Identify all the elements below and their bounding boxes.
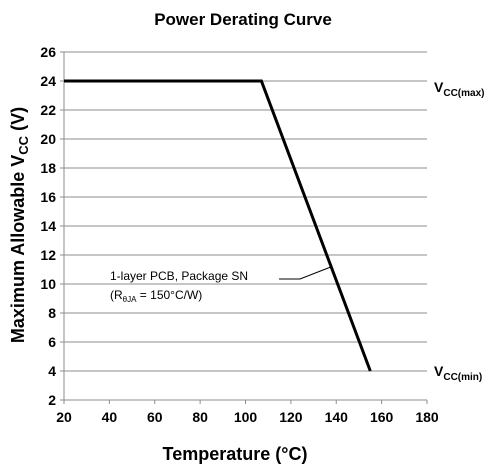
annotation-pcb-line1: 1-layer PCB, Package SN (110, 269, 248, 283)
x-tick-label-40: 40 (102, 409, 118, 425)
annotation-pcb-value: = 150°C/W) (136, 288, 202, 302)
series-layer (64, 79, 372, 372)
y-axis-label-sub: CC (16, 135, 31, 154)
vcc-max-main: V (434, 79, 444, 95)
annotation-pointer (279, 266, 332, 280)
x-tick-label-140: 140 (325, 409, 349, 425)
y-tick-label-10: 10 (40, 276, 56, 292)
x-tick-label-80: 80 (192, 409, 208, 425)
chart-title: Power Derating Curve (154, 10, 332, 29)
vcc-min-sub: CC(min) (443, 372, 482, 383)
axes (60, 51, 428, 404)
x-axis-label: Temperature (°C) (163, 444, 308, 464)
y-tick-label-22: 22 (40, 102, 56, 118)
annotation-pcb-sub: θJA (123, 295, 137, 304)
vcc-max-label: VCC(max) (434, 79, 484, 99)
annotation-pcb-r: (R (110, 288, 123, 302)
y-tick-label-2: 2 (48, 392, 56, 408)
x-tick-label-60: 60 (147, 409, 163, 425)
y-tick-label-20: 20 (40, 131, 56, 147)
x-tick-label-100: 100 (234, 409, 258, 425)
y-tick-label-16: 16 (40, 189, 56, 205)
y-tick-label-6: 6 (48, 334, 56, 350)
series-line-0 (64, 79, 372, 372)
annotation-pcb-line2: (RθJA = 150°C/W) (110, 288, 202, 304)
x-tick-label-20: 20 (56, 409, 72, 425)
y-tick-label-14: 14 (40, 218, 56, 234)
vcc-min-main: V (434, 363, 444, 379)
y-tick-label-18: 18 (40, 160, 56, 176)
y-tick-label-24: 24 (40, 73, 56, 89)
y-tick-label-26: 26 (40, 44, 56, 60)
y-tick-label-12: 12 (40, 247, 56, 263)
vcc-min-label: VCC(min) (434, 363, 482, 383)
x-tick-label-160: 160 (370, 409, 394, 425)
y-axis-label-main: Maximum Allowable V (8, 155, 28, 343)
x-tick-labels: 20 40 60 80 100 120 140 160 180 (56, 409, 439, 425)
y-axis-label-tail: (V) (8, 107, 28, 136)
x-tick-label-120: 120 (279, 409, 303, 425)
vcc-max-sub: CC(max) (443, 88, 484, 99)
y-axis-label: Maximum Allowable VCC (V) (8, 107, 31, 343)
x-tick-label-180: 180 (415, 409, 439, 425)
grid-lines (64, 51, 427, 372)
y-tick-label-8: 8 (48, 305, 56, 321)
y-tick-label-4: 4 (48, 363, 56, 379)
